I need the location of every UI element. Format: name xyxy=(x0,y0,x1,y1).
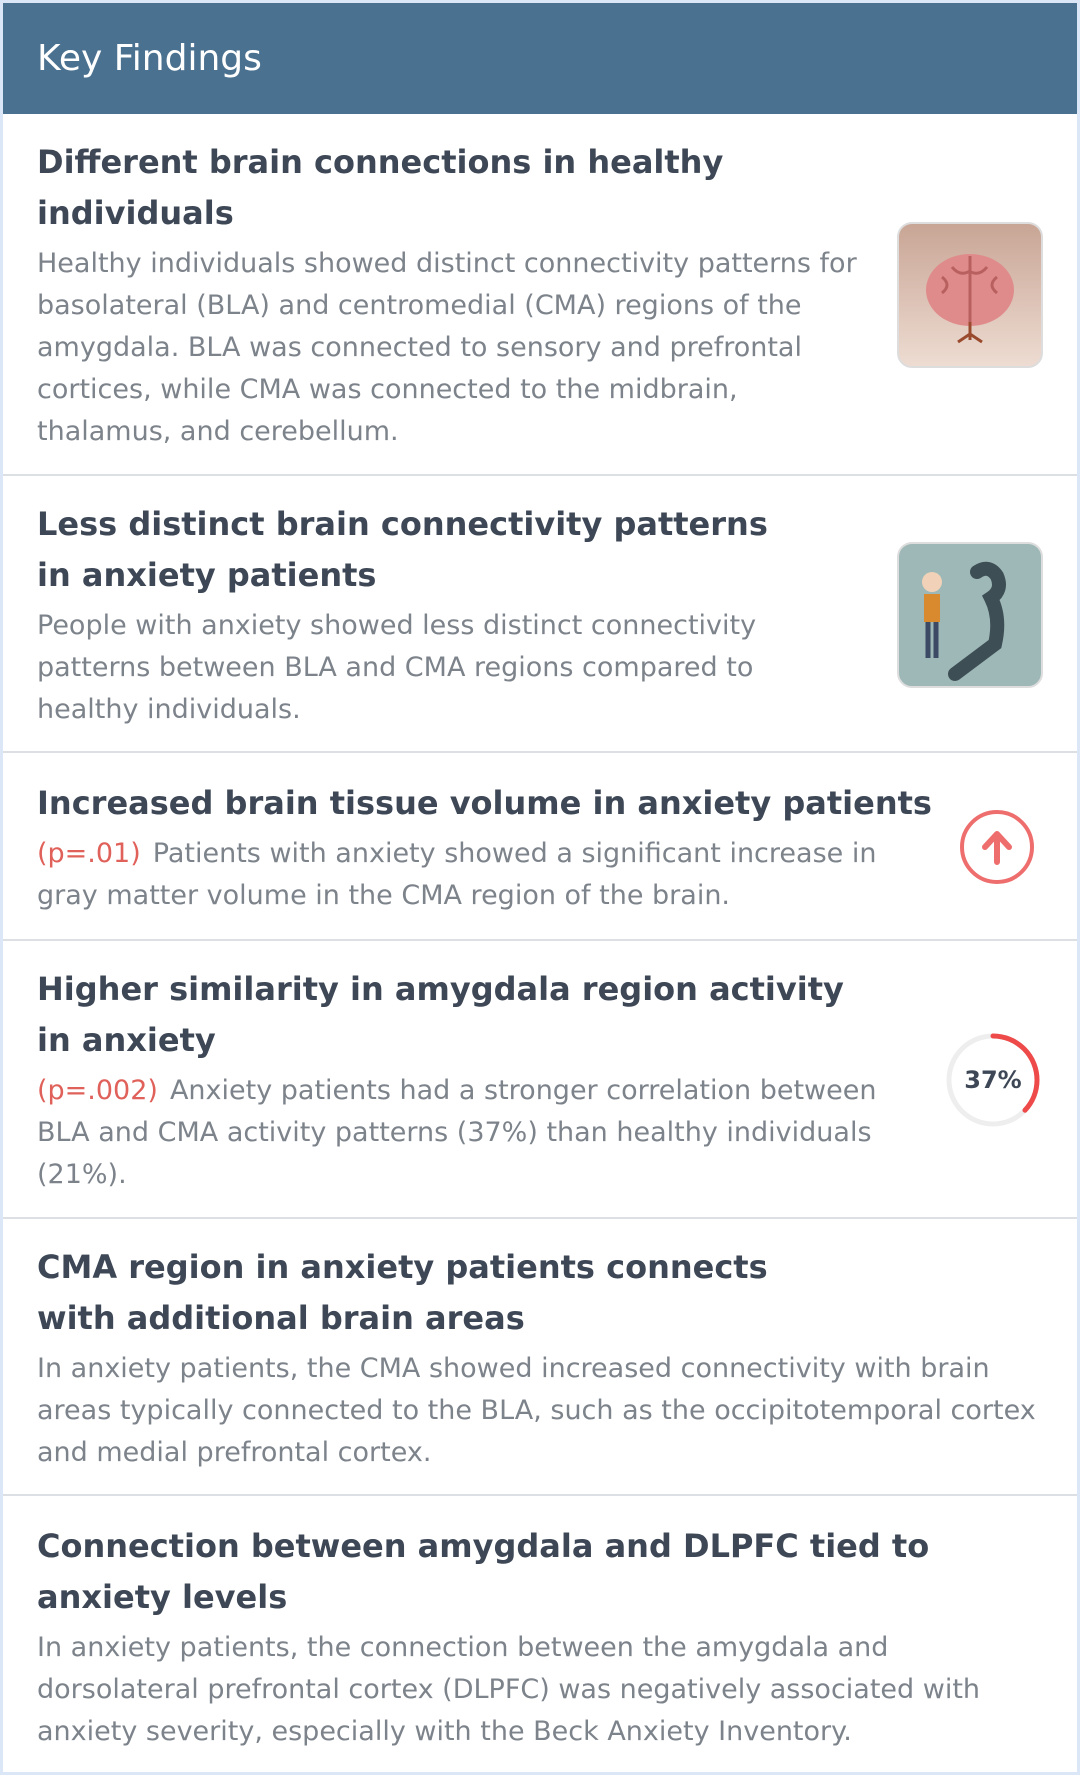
finding-title: Higher similarity in amygdala region act… xyxy=(37,970,844,1059)
finding-row: Higher similarity in amygdala region act… xyxy=(3,941,1077,1219)
ring-arc xyxy=(946,1033,1040,1127)
finding-row: CMA region in anxiety patients connects … xyxy=(3,1219,1077,1496)
finding-body: In anxiety patients, the connection betw… xyxy=(37,1632,981,1747)
finding-body: Anxiety patients had a stronger correlat… xyxy=(37,1075,877,1190)
finding-body: Patients with anxiety showed a significa… xyxy=(37,837,877,911)
header-title: Key Findings xyxy=(3,3,1077,114)
finding-body: In anxiety patients, the CMA showed incr… xyxy=(37,1352,1036,1468)
increase-icon xyxy=(960,810,1034,884)
brain-image xyxy=(897,222,1043,368)
finding-title: Connection between amygdala and DLPFC ti… xyxy=(37,1527,930,1616)
finding-row: Connection between amygdala and DLPFC ti… xyxy=(3,1496,1077,1772)
finding-title: CMA region in anxiety patients connects … xyxy=(37,1247,768,1337)
ring-label: 37% xyxy=(964,1066,1021,1094)
p-value: (p=.01) xyxy=(37,837,141,869)
finding-body: People with anxiety showed less distinct… xyxy=(37,609,757,725)
finding-row: Different brain connections in healthy i… xyxy=(3,114,1077,476)
percent-ring: 37% xyxy=(946,1033,1040,1127)
finding-title: Less distinct brain connectivity pattern… xyxy=(37,504,768,594)
finding-row: Increased brain tissue volume in anxiety… xyxy=(3,753,1077,941)
p-value: (p=.002) xyxy=(37,1075,158,1106)
anxiety-image xyxy=(897,541,1043,688)
findings-card: Key Findings Different brain connections… xyxy=(3,3,1077,1772)
finding-body: Healthy individuals showed distinct conn… xyxy=(37,248,857,447)
finding-title: Different brain connections in healthy i… xyxy=(37,143,724,232)
finding-title: Increased brain tissue volume in anxiety… xyxy=(37,783,932,822)
finding-row: Less distinct brain connectivity pattern… xyxy=(3,476,1077,753)
